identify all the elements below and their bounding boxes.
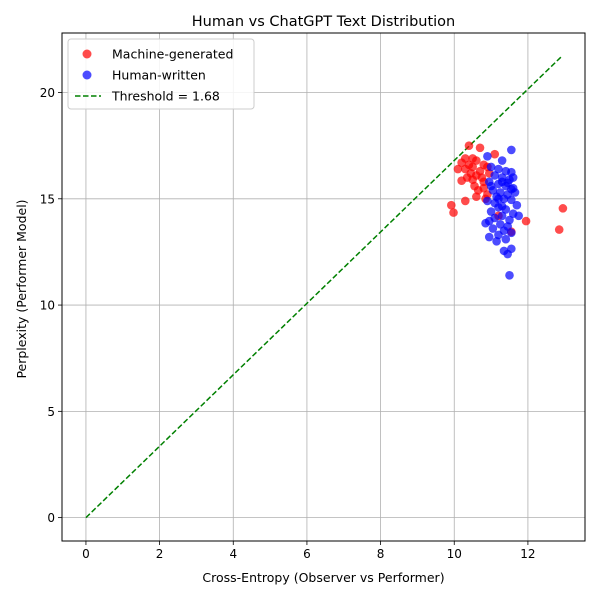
human-written-point bbox=[486, 181, 496, 191]
human-written-point bbox=[481, 218, 490, 228]
x-axis-ticks: 0 2 4 6 8 10 12 bbox=[82, 541, 536, 561]
machine-generated-point bbox=[472, 192, 481, 201]
human-written-point bbox=[497, 156, 507, 165]
y-tick-label: 20 bbox=[40, 86, 55, 100]
machine-generated-point bbox=[475, 143, 485, 153]
x-tick-label: 2 bbox=[156, 547, 164, 561]
human-written-point bbox=[503, 178, 512, 188]
y-tick-label: 5 bbox=[47, 405, 55, 419]
human-written-point bbox=[507, 228, 516, 238]
human-written-point bbox=[507, 184, 516, 194]
machine-generated-point bbox=[460, 196, 470, 206]
data-points bbox=[447, 141, 568, 280]
human-written-point bbox=[483, 196, 492, 206]
x-tick-label: 12 bbox=[520, 547, 535, 561]
y-tick-label: 10 bbox=[40, 299, 55, 313]
human-written-point bbox=[505, 271, 514, 280]
human-written-point bbox=[488, 224, 498, 233]
machine-generated-point bbox=[464, 141, 474, 150]
machine-generated-point bbox=[449, 208, 458, 217]
human-written-point bbox=[507, 145, 516, 155]
grid-lines bbox=[62, 33, 585, 541]
legend: Machine-generated Human-written Threshol… bbox=[67, 38, 255, 110]
human-written-point bbox=[508, 173, 518, 182]
human-written-point bbox=[503, 249, 512, 259]
human-written-point bbox=[486, 207, 496, 216]
chart-title: Human vs ChatGPT Text Distribution bbox=[192, 14, 456, 30]
human-written-point bbox=[494, 164, 503, 174]
machine-generated-point bbox=[554, 225, 564, 234]
x-tick-label: 6 bbox=[303, 547, 311, 561]
machine-generated-point bbox=[457, 176, 466, 186]
human-written-point bbox=[497, 211, 507, 221]
x-tick-label: 10 bbox=[447, 547, 462, 561]
x-tick-label: 8 bbox=[377, 547, 385, 561]
machine-generated-point bbox=[472, 156, 481, 165]
y-axis-ticks: 0 5 10 15 20 bbox=[40, 86, 62, 525]
machine-generated-point bbox=[453, 164, 463, 174]
human-written-point bbox=[512, 200, 522, 210]
legend-marker-machine bbox=[82, 49, 92, 59]
plot-frame bbox=[61, 32, 586, 542]
machine-generated-point bbox=[521, 216, 531, 226]
human-written-point bbox=[490, 171, 500, 180]
legend-marker-human bbox=[82, 70, 92, 80]
human-written-point bbox=[514, 211, 524, 221]
human-written-point bbox=[484, 232, 494, 242]
machine-generated-point bbox=[479, 183, 489, 193]
y-tick-label: 0 bbox=[47, 511, 55, 525]
machine-generated-point bbox=[447, 200, 456, 210]
human-written-point bbox=[501, 234, 511, 244]
x-axis-label: Cross-Entropy (Observer vs Performer) bbox=[202, 570, 444, 585]
machine-generated-point bbox=[490, 149, 500, 159]
threshold-layer bbox=[85, 56, 562, 519]
threshold-line bbox=[85, 56, 562, 519]
human-written-point bbox=[486, 162, 496, 172]
human-written-point bbox=[492, 237, 501, 246]
legend-label-machine: Machine-generated bbox=[112, 47, 233, 62]
x-tick-label: 0 bbox=[82, 547, 90, 561]
human-written-point bbox=[497, 201, 507, 211]
legend-label-human: Human-written bbox=[112, 68, 206, 83]
human-written-point bbox=[483, 151, 492, 161]
x-tick-label: 4 bbox=[229, 547, 237, 561]
human-written-point bbox=[495, 219, 505, 229]
human-written-point bbox=[490, 198, 500, 208]
y-axis-label: Perplexity (Performer Model) bbox=[14, 199, 29, 378]
machine-generated-point bbox=[457, 158, 466, 167]
y-tick-label: 15 bbox=[40, 192, 55, 206]
human-written-point bbox=[507, 195, 516, 205]
legend-label-threshold: Threshold = 1.68 bbox=[111, 89, 220, 104]
legend-frame bbox=[67, 38, 255, 110]
machine-generated-point bbox=[558, 204, 568, 213]
